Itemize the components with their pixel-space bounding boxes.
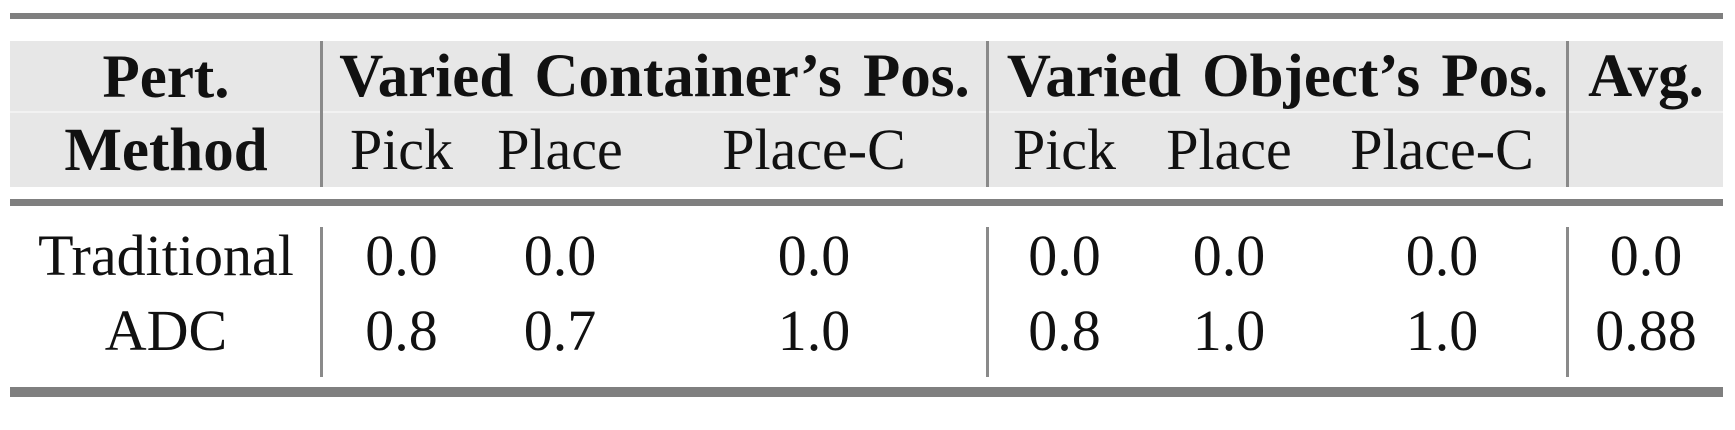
value-traditional-container-pick: 0.0 xyxy=(365,223,438,288)
value-traditional-object-place-c: 0.0 xyxy=(1405,223,1479,288)
body-divider-before-avg xyxy=(1566,227,1569,377)
column-header-method: Pert. Method xyxy=(10,41,322,187)
value-adc-container-pick: 0.8 xyxy=(365,298,438,363)
value-traditional-container-place: 0.0 xyxy=(523,223,597,288)
column-header-method-line2: Method xyxy=(64,117,268,184)
value-traditional-container-place-c: 0.0 xyxy=(777,223,851,288)
table-mid-rule xyxy=(10,199,1723,206)
subheader-object-place: Place xyxy=(1166,117,1292,182)
value-adc-container-place: 0.7 xyxy=(523,298,597,363)
body-divider-after-method xyxy=(320,227,323,377)
column-header-method-line1: Pert. xyxy=(102,44,230,111)
table-bottom-rule xyxy=(10,387,1723,397)
table-header-background xyxy=(10,41,1723,187)
column-group-varied-container: Varied Container’s Pos. xyxy=(339,42,970,110)
subheader-object-pick: Pick xyxy=(1012,117,1117,182)
header-divider-before-avg xyxy=(1566,41,1569,187)
value-adc-object-pick: 0.8 xyxy=(1028,298,1101,363)
body-divider-after-container xyxy=(986,227,989,377)
subheader-container-pick: Pick xyxy=(349,117,454,182)
column-group-varied-object: Varied Object’s Pos. xyxy=(1006,42,1549,110)
row-label-adc: ADC xyxy=(104,298,228,363)
header-divider-after-container xyxy=(986,41,989,187)
row-label-traditional: Traditional xyxy=(38,223,294,288)
value-adc-avg: 0.88 xyxy=(1595,298,1697,363)
subheader-object-place-c: Place-C xyxy=(1350,117,1534,182)
value-traditional-object-place: 0.0 xyxy=(1192,223,1266,288)
subheader-container-place: Place xyxy=(497,117,623,182)
header-divider-after-method xyxy=(320,41,323,187)
header-row-split-line xyxy=(10,111,1723,113)
column-header-avg: Avg. xyxy=(1588,42,1704,110)
table-top-rule xyxy=(10,13,1723,19)
value-adc-object-place: 1.0 xyxy=(1192,298,1266,363)
value-traditional-object-pick: 0.0 xyxy=(1028,223,1101,288)
value-adc-object-place-c: 1.0 xyxy=(1405,298,1479,363)
subheader-container-place-c: Place-C xyxy=(722,117,906,182)
value-traditional-avg: 0.0 xyxy=(1609,223,1683,288)
value-adc-container-place-c: 1.0 xyxy=(777,298,851,363)
